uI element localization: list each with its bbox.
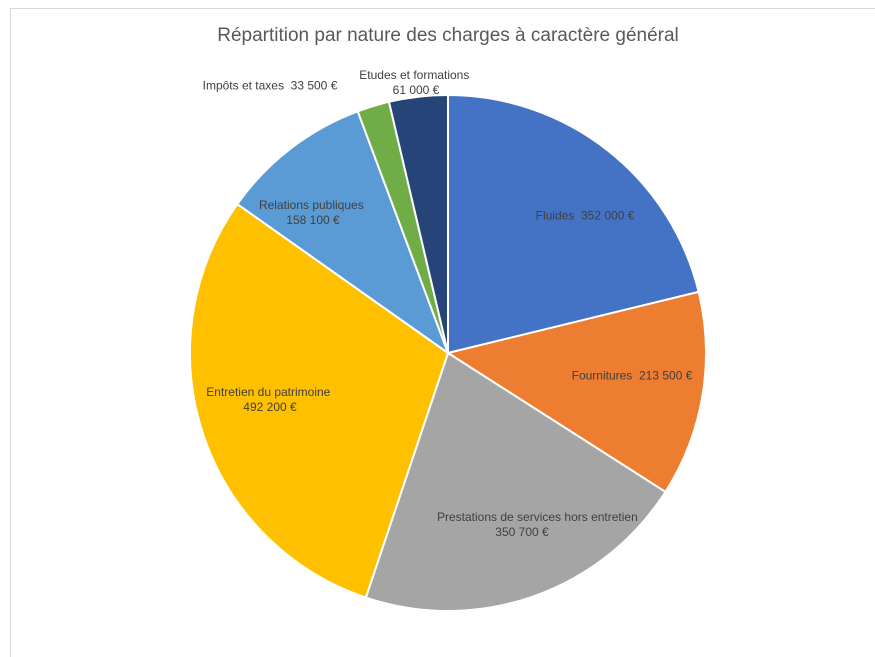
value-label: 352 000 € <box>580 208 635 223</box>
value-label: 492 200 € <box>243 400 297 414</box>
data-label: Impôts et taxes 33 500 € <box>170 79 370 94</box>
category-label: Fournitures <box>571 368 633 383</box>
value-label: 61 000 € <box>392 83 440 97</box>
category-label: Impôts et taxes <box>202 78 284 93</box>
pie-slice <box>189 202 450 599</box>
value-label: 350 700 € <box>495 525 549 539</box>
pie-slice <box>387 93 449 354</box>
pie-slice <box>447 93 700 355</box>
chart-title: Répartition par nature des charges à car… <box>217 25 679 46</box>
data-label: Fournitures 213 500 € <box>532 369 732 384</box>
category-label: Prestations de services hors entretien <box>437 510 638 524</box>
value-label: 213 500 € <box>638 368 693 383</box>
data-label: Fluides 352 000 € <box>485 209 685 224</box>
data-label: Relations publiques 158 100 € <box>253 198 373 228</box>
category-label: Fluides <box>535 208 575 223</box>
pie-slice <box>364 351 667 612</box>
value-label: 33 500 € <box>290 78 338 93</box>
pie-slice <box>235 110 451 356</box>
category-label: Etudes et formations <box>359 68 470 82</box>
category-label: Entretien du patrimoine <box>206 385 331 399</box>
category-label: Relations publiques <box>258 198 364 212</box>
data-label: Entretien du patrimoine 492 200 € <box>190 385 350 415</box>
pie-slice <box>445 290 707 494</box>
value-label: 158 100 € <box>286 213 340 227</box>
data-label: Prestations de services hors entretien 3… <box>437 510 638 540</box>
data-label: Etudes et formations 61 000 € <box>346 68 486 98</box>
